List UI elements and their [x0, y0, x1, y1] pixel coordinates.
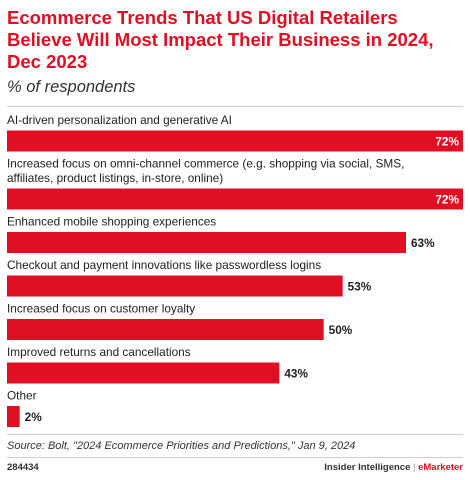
category-label: Increased focus on omni-channel commerce… — [7, 157, 404, 171]
category-label: Checkout and payment innovations like pa… — [7, 258, 321, 272]
category-label: AI-driven personalization and generative… — [7, 113, 232, 127]
brand-separator: | — [413, 462, 416, 473]
bar — [7, 188, 463, 210]
brand-credit: Insider Intelligence | eMarketer — [324, 462, 463, 473]
value-label: 72% — [435, 135, 459, 149]
value-label: 2% — [25, 410, 43, 424]
value-label: 72% — [435, 193, 459, 207]
brand-name: Insider Intelligence — [324, 462, 411, 473]
footer-divider — [7, 457, 463, 458]
category-label: Increased focus on customer loyalty — [7, 302, 195, 316]
value-label: 43% — [284, 367, 308, 381]
chart-id: 284434 — [7, 462, 39, 473]
bar — [7, 362, 280, 384]
chart-subtitle: % of respondents — [7, 78, 136, 96]
category-label: affiliates, product listings, in-store, … — [7, 171, 223, 185]
bar — [7, 130, 463, 152]
bar — [7, 406, 20, 427]
bar — [7, 319, 324, 340]
source-note: Source: Bolt, "2024 Ecommerce Priorities… — [7, 440, 356, 452]
source-divider — [7, 434, 463, 435]
value-label: 50% — [329, 323, 353, 337]
top-divider — [7, 106, 463, 107]
chart-title: Ecommerce Trends That US Digital Retaile… — [7, 7, 434, 72]
brand-accent: eMarketer — [418, 462, 463, 473]
category-label: Improved returns and cancellations — [7, 345, 191, 359]
value-label: 53% — [348, 280, 372, 294]
bar — [7, 232, 406, 253]
category-label: Enhanced mobile shopping experiences — [7, 215, 216, 229]
bar — [7, 275, 343, 297]
value-label: 63% — [411, 236, 435, 250]
category-label: Other — [7, 389, 37, 403]
